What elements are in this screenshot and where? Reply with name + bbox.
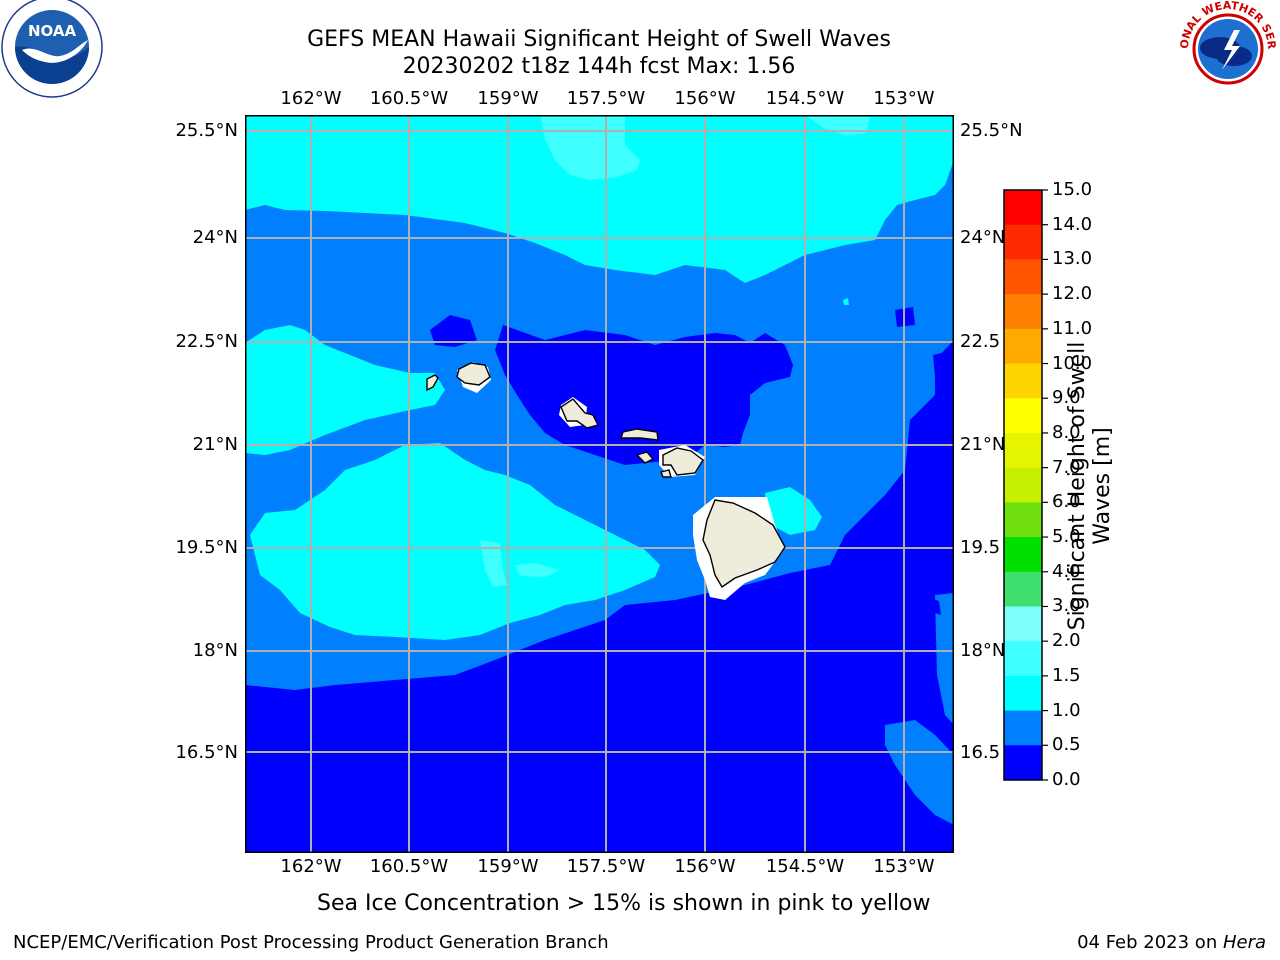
- noaa-logo: NOAA: [1, 0, 103, 98]
- island-hawaii: [702, 499, 786, 589]
- colorbar-swatch: [1004, 502, 1042, 538]
- colorbar-tick-label: 8.0: [1052, 421, 1081, 443]
- lat-tick-left: 24°N: [192, 227, 238, 248]
- colorbar-swatch: [1004, 398, 1042, 434]
- lon-tick-bottom: 154.5°W: [765, 856, 845, 877]
- colorbar-tick-label: 15.0: [1052, 179, 1093, 200]
- lon-tick-bottom: 153°W: [873, 856, 935, 877]
- island-kahoolawe: [660, 469, 672, 478]
- map-subtitle: 20230202 t18z 144h fcst Max: 1.56: [402, 54, 796, 79]
- colorbar-swatch: [1004, 224, 1042, 260]
- colorbar-swatch: [1004, 432, 1042, 469]
- swell-band-1.0-1.5-west: [245, 325, 445, 455]
- map-title: GEFS MEAN Hawaii Significant Height of S…: [307, 27, 891, 52]
- lon-tick-top: 160.5°W: [369, 88, 449, 109]
- colorbar-tick-label: 2.0: [1052, 630, 1081, 652]
- national-weather-service-logo: NATIONAL WEATHER SERVICE: [1173, 0, 1278, 96]
- lat-tick-left: 25.5°N: [175, 120, 238, 141]
- colorbar-swatch: [1004, 467, 1042, 503]
- lon-tick-bottom: 160.5°W: [369, 856, 449, 877]
- lon-tick-top: 159°W: [477, 88, 539, 109]
- lat-tick-right: 24°N: [960, 227, 1006, 248]
- colorbar-tick-label: 1.0: [1052, 699, 1081, 721]
- swell-band-1.0-1.5-north: [245, 115, 954, 283]
- colorbar-swatch: [1004, 537, 1042, 573]
- colorbar-tick-label: 14.0: [1052, 213, 1093, 235]
- colorbar-tick-label: 4.0: [1052, 560, 1081, 582]
- colorbar-swatch: [1004, 294, 1042, 330]
- swell-height-map: [245, 115, 954, 853]
- colorbar-tick-label: 10.0: [1052, 352, 1093, 374]
- lon-tick-bottom: 162°W: [280, 856, 342, 877]
- lon-tick-bottom: 159°W: [477, 856, 539, 877]
- lat-tick-left: 18°N: [192, 640, 238, 661]
- lon-tick-top: 156°W: [674, 88, 736, 109]
- colorbar-swatch: [1004, 363, 1042, 399]
- colorbar-swatch: [1004, 328, 1042, 365]
- colorbar-tick-label: 5.0: [1052, 526, 1081, 548]
- lat-tick-left: 21°N: [192, 434, 238, 455]
- island-niihau: [426, 374, 439, 392]
- lat-tick-left: 16.5°N: [175, 742, 238, 763]
- lat-tick-right: 25.5°N: [960, 120, 1023, 141]
- colorbar-tick-label: 0.5: [1052, 734, 1081, 756]
- colorbar-swatch: [1004, 606, 1042, 642]
- colorbar-tick-label: 6.0: [1052, 491, 1081, 513]
- colorbar: [1003, 189, 1048, 781]
- lon-tick-top: 153°W: [873, 88, 935, 109]
- lat-tick-left: 19.5°N: [175, 537, 238, 558]
- island-lanai: [635, 451, 655, 464]
- colorbar-swatch: [1004, 190, 1042, 226]
- island-molokai: [620, 428, 659, 441]
- colorbar-swatch: [1004, 641, 1042, 677]
- lat-tick-right: 22.5: [960, 331, 1001, 352]
- svg-text:NOAA: NOAA: [28, 22, 77, 40]
- colorbar-tick-label: 13.0: [1052, 248, 1093, 270]
- hawaii-islands: [426, 362, 786, 589]
- footer-branch: NCEP/EMC/Verification Post Processing Pr…: [13, 932, 609, 953]
- lat-tick-right: 16.5: [960, 742, 1001, 763]
- lon-tick-top: 154.5°W: [765, 88, 845, 109]
- sea-ice-note: Sea Ice Concentration > 15% is shown in …: [317, 891, 931, 916]
- graticule: [245, 115, 954, 853]
- island-oahu: [560, 398, 600, 429]
- colorbar-tick-label: 3.0: [1052, 595, 1081, 617]
- island-maui: [662, 447, 704, 476]
- colorbar-tick-label: 1.5: [1052, 664, 1081, 686]
- lon-tick-bottom: 156°W: [674, 856, 736, 877]
- colorbar-swatch: [1004, 745, 1042, 781]
- lon-tick-top: 157.5°W: [566, 88, 646, 109]
- swell-band-1.0-1.5-south: [250, 443, 660, 640]
- colorbar-tick-label: 7.0: [1052, 456, 1081, 478]
- lat-tick-right: 18°N: [960, 640, 1006, 661]
- colorbar-tick-label: 11.0: [1052, 317, 1093, 339]
- lat-tick-right: 19.5: [960, 537, 1001, 558]
- lat-tick-right: 21°N: [960, 434, 1006, 455]
- lon-tick-top: 162°W: [280, 88, 342, 109]
- lon-tick-bottom: 157.5°W: [566, 856, 646, 877]
- colorbar-swatch: [1004, 259, 1042, 295]
- island-kauai: [456, 362, 491, 386]
- colorbar-title: Significant Height of Swell Waves [m]: [1065, 341, 1115, 631]
- colorbar-swatch: [1004, 675, 1042, 712]
- swell-band-0-0.5-channel: [430, 315, 793, 465]
- colorbar-tick-label: 9.0: [1052, 387, 1081, 409]
- lat-tick-left: 22.5°N: [175, 331, 238, 352]
- colorbar-swatch: [1004, 710, 1042, 746]
- colorbar-swatch: [1004, 571, 1042, 607]
- colorbar-tick-label: 12.0: [1052, 283, 1093, 305]
- colorbar-tick-label: 0.0: [1052, 769, 1081, 790]
- footer-date: 04 Feb 2023 on Hera: [1077, 932, 1266, 953]
